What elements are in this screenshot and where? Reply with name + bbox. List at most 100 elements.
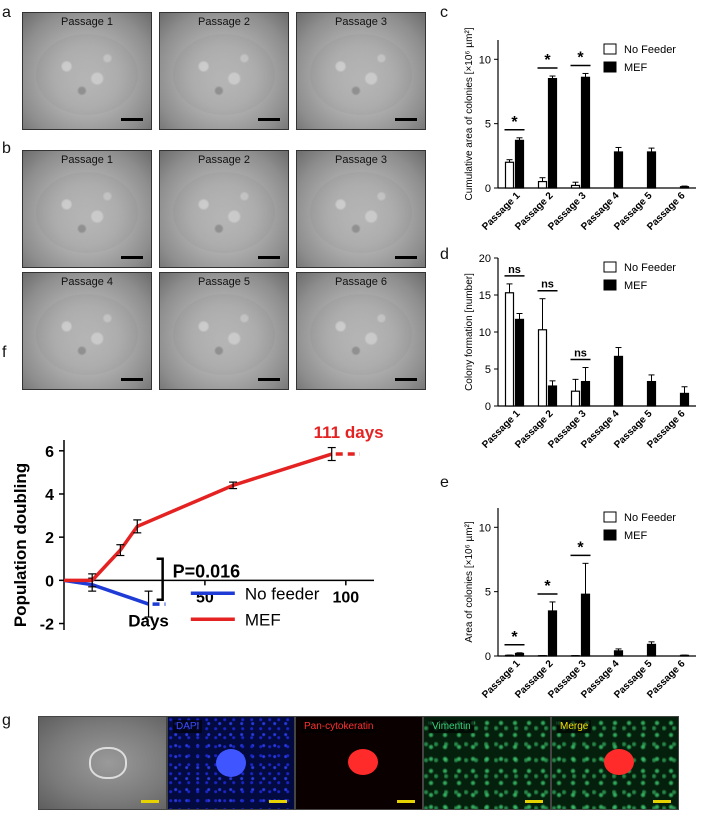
colony-outline: [89, 747, 127, 779]
legend-swatch: [603, 61, 617, 73]
micrograph-b-2: Passage 2: [159, 150, 289, 268]
bar-no-feeder: [537, 180, 548, 189]
significance-label: ns: [574, 348, 587, 360]
scale-bar: [121, 378, 143, 381]
image-caption: Passage 2: [198, 16, 250, 28]
y-tick-label: 10: [479, 327, 491, 339]
image-caption: Merge: [557, 720, 592, 733]
bar-no-feeder: [570, 184, 581, 189]
bar-mef: [613, 355, 624, 407]
significance-label: *: [511, 114, 518, 131]
micrograph-b-3: Passage 3: [296, 150, 426, 268]
scale-bar: [525, 800, 543, 803]
image-g-merge: Merge: [551, 716, 679, 810]
bar-mef: [547, 385, 558, 407]
panel-label-a: a: [2, 4, 11, 21]
scale-bar: [395, 118, 417, 121]
bar-mef: [547, 78, 558, 189]
y-tick-label: 0: [485, 183, 491, 195]
panel-label-d: d: [440, 246, 449, 263]
bar-mef: [580, 76, 591, 189]
pvalue-label: P=0.016: [173, 562, 241, 582]
significance-label: *: [511, 629, 518, 646]
y-tick-label: -2: [40, 617, 54, 634]
legend-label: MEF: [624, 62, 648, 74]
image-g-vimentin: Vimentin: [423, 716, 551, 810]
bar-mef: [514, 652, 525, 657]
panel-label-b: b: [2, 140, 11, 157]
y-tick-label: 4: [45, 487, 54, 504]
y-tick-label: 6: [45, 444, 54, 461]
x-tick-label: 100: [332, 589, 359, 606]
bar-mef: [679, 392, 690, 407]
significance-label: *: [577, 49, 584, 66]
significance-label: *: [544, 578, 551, 595]
significance-label: *: [577, 539, 584, 556]
series-line-no-feeder: [63, 578, 150, 606]
scale-bar: [269, 800, 287, 803]
significance-label: ns: [508, 264, 521, 276]
scale-bar: [397, 800, 415, 803]
positive-colony: [348, 749, 378, 775]
bar-mef: [646, 151, 657, 189]
y-tick-label: 0: [45, 573, 54, 590]
pvalue-bracket: [156, 557, 164, 602]
micrograph-b-6: Passage 6: [296, 272, 426, 390]
y-axis-label: Cumulative area of colonies [×10⁶ µm²]: [464, 27, 475, 200]
scale-bar: [258, 378, 280, 381]
image-g-brightfield: [38, 716, 167, 810]
scale-bar: [121, 118, 143, 121]
bar-mef: [547, 610, 558, 657]
legend-swatch: [603, 261, 617, 273]
legend-label: MEF: [245, 610, 281, 629]
scale-bar: [395, 256, 417, 259]
y-tick-label: 0: [485, 651, 491, 663]
merged-colony: [604, 749, 634, 775]
bar-mef: [580, 593, 591, 657]
scale-bar: [258, 118, 280, 121]
legend-label: No feeder: [245, 584, 320, 603]
panel-label-f: f: [2, 344, 7, 361]
scale-bar: [395, 378, 417, 381]
legend-swatch: [603, 511, 617, 523]
image-caption: Passage 3: [335, 16, 387, 28]
end-label: 111 days: [314, 423, 384, 442]
bar-mef: [646, 380, 657, 407]
bar-mef: [514, 318, 525, 407]
nucleus-cluster: [216, 749, 246, 777]
image-caption: Passage 6: [335, 276, 387, 288]
bar-no-feeder: [537, 329, 548, 407]
scale-bar: [121, 256, 143, 259]
bar-mef: [613, 151, 624, 189]
image-caption: Passage 3: [335, 154, 387, 166]
y-axis-label: Area of colonies [×10⁶ µm²]: [464, 521, 475, 643]
image-caption: DAPI: [173, 720, 203, 733]
bar-no-feeder: [504, 292, 515, 407]
y-tick-label: 10: [479, 54, 491, 66]
significance-label: ns: [541, 279, 554, 291]
y-tick-label: 10: [479, 522, 491, 534]
bar-no-feeder: [504, 161, 515, 189]
micrograph-b-1: Passage 1: [22, 150, 152, 268]
image-caption: Passage 1: [61, 16, 113, 28]
y-tick-label: 5: [485, 364, 491, 376]
image-caption: Passage 4: [61, 276, 113, 288]
bar-mef: [613, 650, 624, 657]
micrograph-b-4: Passage 4: [22, 272, 152, 390]
image-caption: Passage 5: [198, 276, 250, 288]
legend-label: No Feeder: [624, 262, 676, 274]
panel-label-e: e: [440, 474, 449, 491]
legend-swatch: [603, 279, 617, 291]
y-axis-label: Colony formation [number]: [464, 273, 475, 391]
legend-swatch: [603, 43, 617, 55]
image-caption: Pan-cytokeratin: [301, 720, 377, 733]
image-g-pan-cytokeratin: Pan-cytokeratin: [295, 716, 423, 810]
y-axis-label: Population doubling: [11, 463, 30, 627]
image-g-dapi: DAPI: [167, 716, 295, 810]
y-tick-label: 20: [479, 253, 491, 265]
legend-label: No Feeder: [624, 512, 676, 524]
micrograph-b-5: Passage 5: [159, 272, 289, 390]
